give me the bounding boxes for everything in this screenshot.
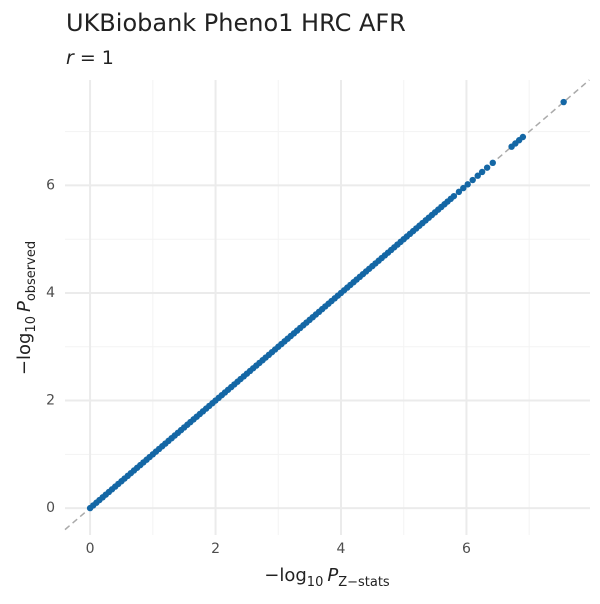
y-tick-label: 6 <box>46 177 55 193</box>
point <box>489 159 496 167</box>
y-tick-label: 2 <box>46 393 55 409</box>
x-label-var: P <box>327 565 338 586</box>
y-label-subvar: observed <box>24 241 39 301</box>
point <box>450 192 458 200</box>
point <box>474 172 481 179</box>
x-tick-label: 6 <box>462 541 471 557</box>
point <box>483 164 491 171</box>
y-label-sub: 10 <box>24 316 39 333</box>
point <box>464 181 471 188</box>
subtitle-rest: = 1 <box>74 47 114 69</box>
point <box>455 188 463 196</box>
x-label-subvar: Z−stats <box>338 575 390 590</box>
x-tick-label: 0 <box>86 541 95 557</box>
x-label-sub: 10 <box>307 575 324 590</box>
subtitle-var: r <box>66 47 75 69</box>
y-label-var: P <box>14 301 35 312</box>
point <box>469 176 476 184</box>
point <box>478 168 486 176</box>
y-label-prefix: −log <box>14 333 35 376</box>
chart-subtitle: r = 1 <box>66 47 114 69</box>
x-label-prefix: −log <box>264 565 307 586</box>
point <box>519 133 527 141</box>
y-tick-label: 4 <box>46 285 55 301</box>
y-axis-label: −log10 Pobserved <box>14 241 39 375</box>
x-tick-label: 2 <box>211 541 220 557</box>
point <box>460 184 467 192</box>
y-tick-label: 0 <box>46 500 55 516</box>
chart-title: UKBiobank Pheno1 HRC AFR <box>66 9 406 37</box>
x-tick-label: 4 <box>337 541 346 557</box>
point <box>560 98 567 106</box>
x-axis-label: −log10 PZ−stats <box>264 565 390 590</box>
